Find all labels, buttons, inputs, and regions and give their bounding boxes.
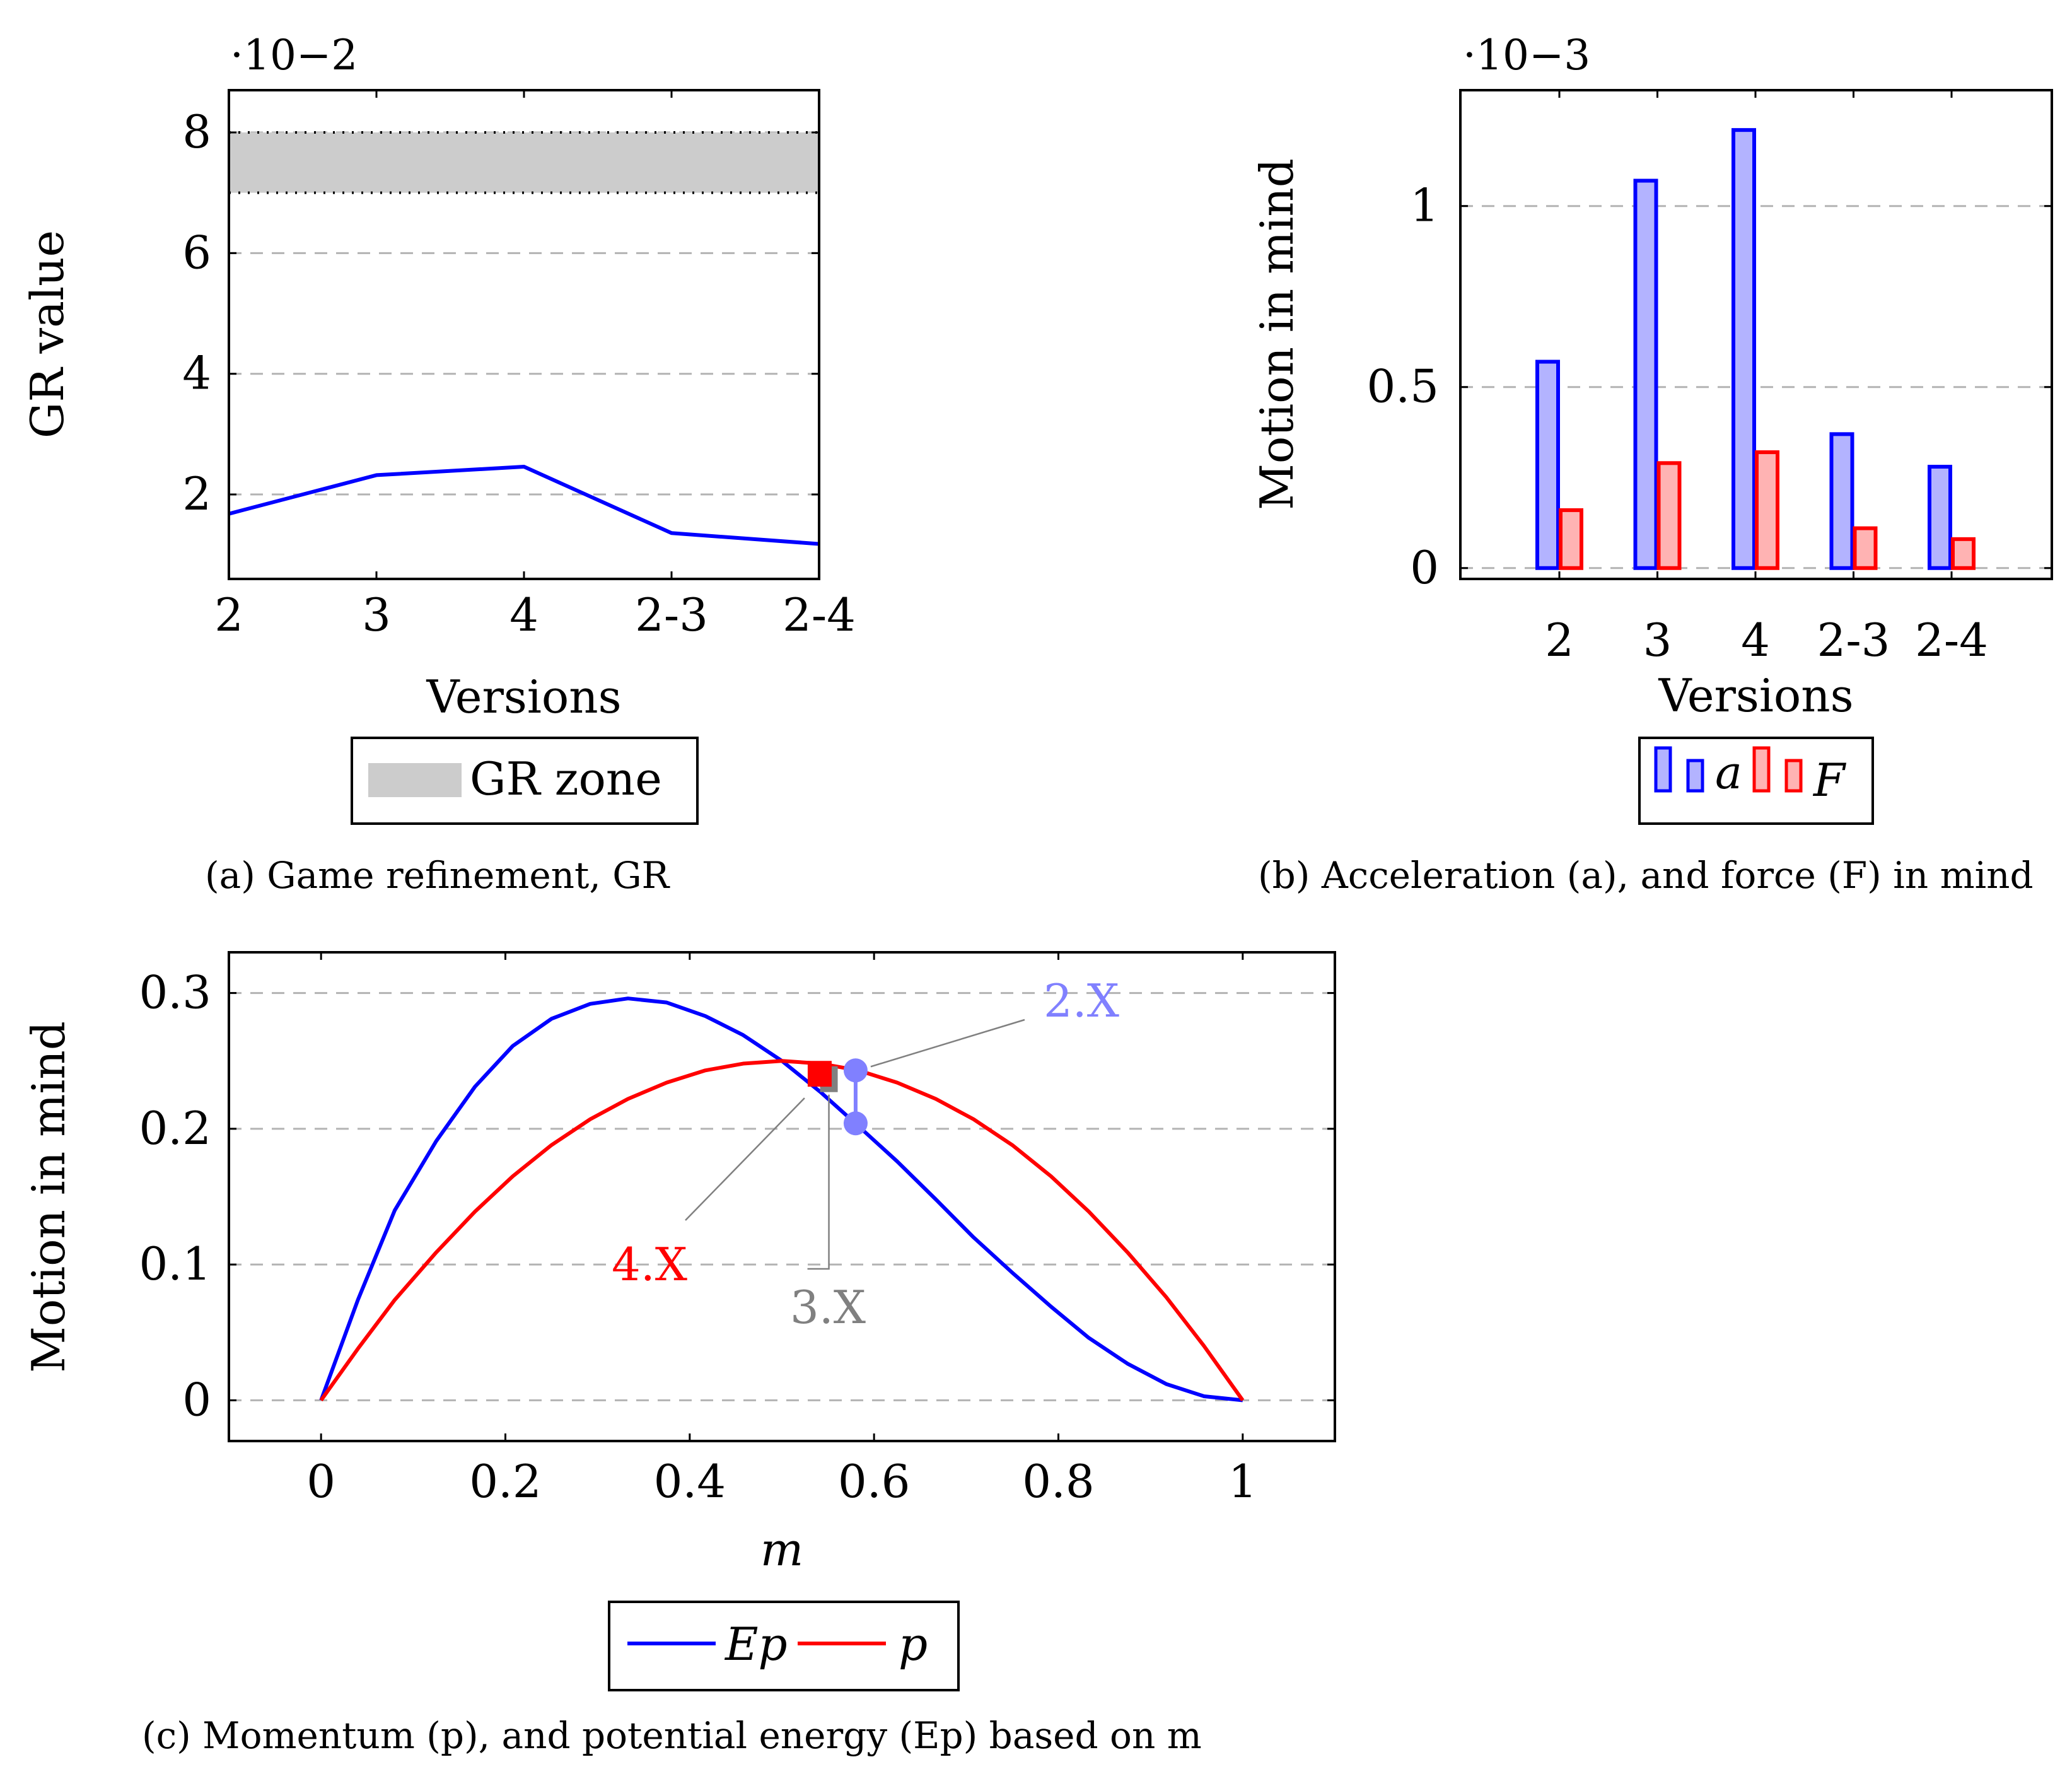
legend-swatch-f-short [1784, 759, 1803, 793]
tick-label-x-a: 2-4 [783, 588, 856, 641]
tick-label-x-b: 2-3 [1817, 614, 1890, 667]
annotation-label-3x: 3.X [790, 1281, 866, 1334]
annotation-leader-3x [807, 1094, 830, 1270]
y-axis-label-c: Motion in mind [22, 1021, 75, 1373]
annotation-marker-4x [807, 1061, 832, 1087]
tick-label-y-b: 0 [1410, 541, 1439, 594]
tick-label-y-a: 2 [182, 467, 211, 520]
y-axis-label-a: GR value [21, 230, 74, 438]
gr-zone-band [229, 132, 819, 193]
bar-f [1951, 537, 1976, 570]
panel-b: 0 0.5 1 2 3 4 2-3 2-4 ·10−3 Motion in mind Vers… [1250, 31, 2053, 897]
annotation-marker-2x-bottom [843, 1111, 868, 1136]
caption-a: (a) Game refinement, GR [205, 854, 671, 897]
legend-swatch-a-short [1686, 759, 1704, 793]
bars-b [1535, 128, 1976, 570]
bar-a [1535, 359, 1560, 570]
legend-a: GR zone [351, 737, 699, 825]
bar-a [1928, 465, 1952, 570]
caption-b: (b) Acceleration (a), and force (F) in m… [1258, 854, 2034, 897]
panel-a: 2 4 6 8 2 3 4 2-3 2-4 ·10−2 GR value Versions GR… [21, 31, 856, 897]
legend-frame-c [608, 1601, 960, 1691]
tick-label-x-c: 0.2 [469, 1455, 542, 1508]
tick-label-x-b: 3 [1643, 614, 1672, 667]
tick-label-x-c: 0.4 [654, 1455, 726, 1508]
legend-c: Ep p [608, 1601, 960, 1691]
annotation-leader-4x [685, 1097, 805, 1221]
tick-label-y-c: 0.2 [139, 1102, 211, 1155]
x-axis-label-a: Versions [426, 670, 621, 723]
legend-label-gr-zone: GR zone [470, 752, 662, 805]
p-series-line [319, 1059, 1245, 1402]
tick-label-x-a: 2-3 [635, 588, 708, 641]
legend-label-a: a [1715, 746, 1742, 799]
tick-label-y-a: 6 [182, 226, 211, 279]
legend-label-f: F [1812, 754, 1847, 807]
tick-label-x-a: 2 [214, 588, 243, 641]
tick-label-x-c: 1 [1228, 1455, 1257, 1508]
legend-b: a F [1638, 737, 1874, 825]
ticks-c: 0 0.1 0.2 0.3 0 0.2 0.4 0.6 0.8 1 [139, 952, 1335, 1508]
legend-label-p: p [899, 1618, 928, 1671]
annotation-leader-2x [870, 1018, 1025, 1068]
panel-c: 2.X 3.X 4.X 0 0.1 0.2 0.3 0 0.2 0.4 0.6 0.8 1 Motio… [22, 951, 1336, 1757]
y-axis-label-b: Motion in mind [1250, 158, 1303, 510]
annotation-marker-2x-top [843, 1058, 868, 1083]
x-axis-label-c: m [760, 1523, 803, 1576]
ticks-a: 2 4 6 8 2 3 4 2-3 2-4 [182, 90, 856, 641]
gr-series-line [229, 465, 819, 546]
plot-frame-c [228, 951, 1336, 1442]
ticks-b: 0 0.5 1 2 3 4 2-3 2-4 [1366, 90, 2052, 667]
caption-c: (c) Momentum (p), and potential energy (… [142, 1714, 1202, 1757]
tick-label-y-c: 0.1 [139, 1237, 211, 1290]
grid-c [229, 992, 1335, 1401]
legend-swatch-a-tall [1654, 746, 1672, 793]
bar-f [1853, 526, 1878, 570]
tick-label-x-c: 0.8 [1022, 1455, 1095, 1508]
bar-f [1559, 508, 1583, 570]
tick-label-y-b: 0.5 [1366, 360, 1439, 413]
annotation-label-2x: 2.X [1044, 974, 1119, 1027]
tick-label-x-b: 4 [1741, 614, 1770, 667]
legend-label-ep: Ep [724, 1618, 788, 1671]
x-axis-label-b: Versions [1658, 669, 1853, 722]
tick-label-y-c: 0 [182, 1373, 211, 1426]
annotations-c: 2.X 3.X 4.X [612, 974, 1119, 1334]
bar-a [1829, 432, 1854, 570]
tick-label-x-b: 2-4 [1915, 614, 1988, 667]
bar-a [1732, 128, 1756, 570]
bar-f [1755, 450, 1779, 570]
tick-label-y-c: 0.3 [139, 966, 211, 1019]
tick-label-y-b: 1 [1410, 179, 1439, 232]
legend-swatch-gr-zone [368, 763, 462, 797]
tick-label-x-a: 4 [509, 588, 538, 641]
annotation-label-4x: 4.X [612, 1238, 687, 1291]
tick-label-y-a: 4 [182, 347, 211, 400]
tick-label-x-c: 0 [306, 1455, 335, 1508]
legend-swatch-f-tall [1752, 746, 1771, 793]
tick-label-y-a: 8 [182, 105, 211, 158]
bar-f [1656, 461, 1682, 570]
tick-label-x-a: 3 [362, 588, 391, 641]
tick-label-x-c: 0.6 [838, 1455, 911, 1508]
exponent-label-a: ·10−2 [230, 31, 358, 79]
exponent-label-b: ·10−3 [1463, 31, 1590, 79]
ep-series-line [319, 996, 1243, 1403]
bar-a [1633, 178, 1658, 570]
tick-label-x-b: 2 [1545, 614, 1574, 667]
